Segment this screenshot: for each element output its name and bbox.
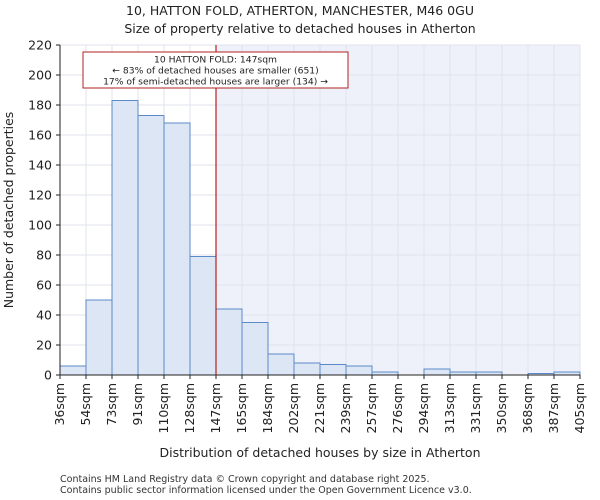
y-tick-label: 40 (36, 308, 52, 323)
x-tick-label: 387sqm (546, 383, 561, 433)
x-tick-label: 257sqm (364, 383, 379, 433)
x-tick-label: 54sqm (78, 383, 93, 426)
y-tick-label: 220 (28, 38, 52, 53)
chart-subtitle: Size of property relative to detached ho… (124, 21, 476, 36)
annotation-line: 10 HATTON FOLD: 147sqm (154, 55, 277, 66)
x-tick-label: 128sqm (182, 383, 197, 433)
x-tick-label: 91sqm (130, 383, 145, 426)
bar (423, 368, 451, 376)
bar (163, 122, 191, 376)
annotation-line: 17% of semi-detached houses are larger (… (103, 77, 328, 88)
x-tick-label: 313sqm (442, 383, 457, 433)
annotation-line: ← 83% of detached houses are smaller (65… (112, 66, 318, 77)
y-tick-label: 20 (36, 338, 52, 353)
x-tick-label: 221sqm (312, 383, 327, 433)
x-tick-label: 184sqm (260, 383, 275, 433)
bar (111, 100, 139, 376)
x-tick-label: 368sqm (520, 383, 535, 433)
y-tick-label: 80 (36, 248, 52, 263)
footer-line-1: Contains HM Land Registry data © Crown c… (60, 474, 430, 485)
chart-title: 10, HATTON FOLD, ATHERTON, MANCHESTER, M… (126, 3, 474, 18)
y-tick-label: 100 (28, 218, 52, 233)
footer-line-2: Contains public sector information licen… (60, 485, 472, 496)
y-tick-label: 0 (44, 368, 52, 383)
x-axis-title: Distribution of detached houses by size … (159, 445, 480, 460)
y-tick-label: 180 (28, 98, 52, 113)
x-tick-label: 73sqm (104, 383, 119, 426)
y-tick-label: 140 (28, 158, 52, 173)
y-axis-title: Number of detached properties (1, 112, 16, 309)
y-tick-label: 200 (28, 68, 52, 83)
x-tick-label: 294sqm (416, 383, 431, 433)
x-tick-label: 405sqm (572, 383, 587, 433)
bar (215, 308, 243, 376)
x-tick-label: 239sqm (338, 383, 353, 433)
x-tick-label: 110sqm (156, 383, 171, 433)
x-tick-label: 331sqm (468, 383, 483, 433)
bar (241, 322, 269, 376)
y-tick-label: 160 (28, 128, 52, 143)
x-tick-label: 202sqm (286, 383, 301, 433)
y-tick-label: 60 (36, 278, 52, 293)
x-tick-label: 350sqm (494, 383, 509, 433)
x-tick-label: 165sqm (234, 383, 249, 433)
bar (345, 365, 373, 376)
annotation-box (82, 51, 349, 89)
x-tick-label: 36sqm (52, 383, 67, 426)
bar (267, 353, 295, 376)
bar (189, 256, 217, 376)
bar (137, 115, 165, 376)
bar (319, 364, 347, 376)
bar (59, 365, 87, 376)
x-tick-label: 276sqm (390, 383, 405, 433)
y-tick-label: 120 (28, 188, 52, 203)
bar (85, 299, 113, 376)
x-tick-label: 147sqm (208, 383, 223, 433)
bar (293, 362, 321, 376)
